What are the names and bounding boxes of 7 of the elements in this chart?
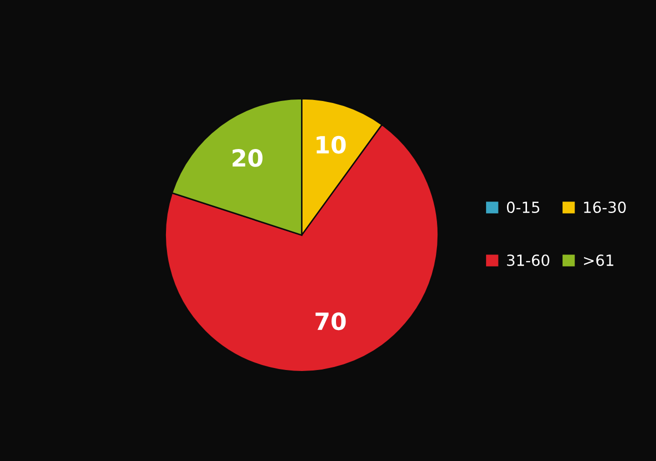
data-label: 10 (316, 136, 346, 154)
legend-label: 31-60 (507, 254, 550, 266)
data-label: 70 (316, 312, 346, 330)
legend-label: 0-15 (506, 201, 540, 214)
legend-label: >61 (584, 254, 614, 266)
data-label: 20 (232, 149, 263, 167)
legend-label: 16-30 (584, 201, 626, 214)
